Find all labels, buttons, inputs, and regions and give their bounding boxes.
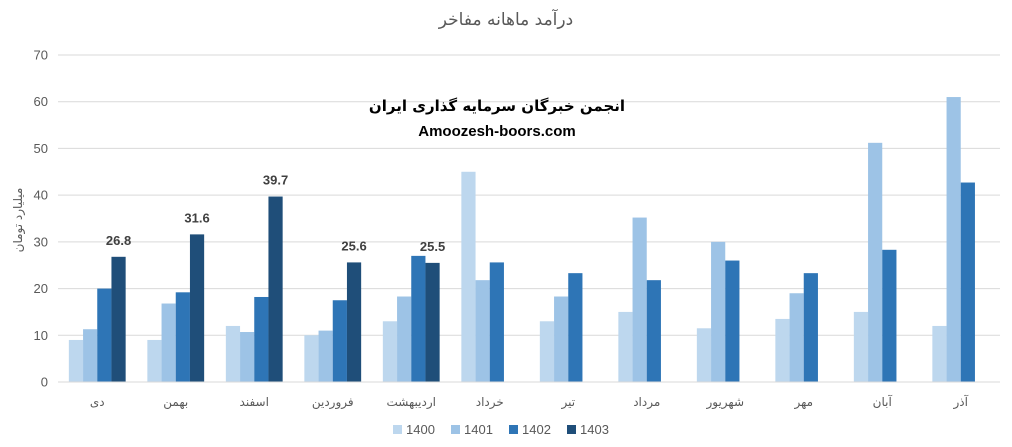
x-axis-categories: دی بهمن اسفند فروردین اردیبهشت خرداد تیر مرداد ش…	[90, 394, 969, 410]
legend: 1400 1401 1402 1403	[393, 422, 609, 437]
bar-1402	[568, 273, 583, 382]
bar-1400	[68, 339, 84, 382]
data-label: 25.5	[420, 239, 445, 254]
bar-1400	[225, 325, 241, 382]
x-category-label: فروردین	[312, 395, 354, 410]
bar-1401	[946, 97, 961, 383]
bar-1401	[318, 330, 333, 382]
data-label: 26.8	[106, 233, 131, 248]
x-category-label: خرداد	[476, 395, 504, 410]
y-tick-label: 40	[34, 188, 48, 203]
bar-1403	[111, 256, 126, 382]
data-label: 25.6	[341, 238, 366, 253]
data-label: 39.7	[263, 173, 288, 188]
data-labels: 26.8 31.6 39.7 25.6 25.5	[106, 173, 445, 254]
bar-1402	[175, 292, 190, 382]
x-category-label: دی	[90, 395, 105, 409]
bar-1403	[189, 234, 205, 382]
bar-1401	[397, 296, 412, 382]
bar-1401	[240, 332, 255, 382]
legend-label: 1400	[406, 422, 435, 437]
bar-1402	[882, 249, 897, 382]
bar-1402	[803, 273, 818, 382]
x-category-label: بهمن	[163, 395, 188, 410]
bar-1402	[411, 255, 426, 382]
gridlines	[58, 54, 1000, 336]
bar-1403	[425, 262, 440, 382]
bar-1400	[147, 339, 162, 382]
bar-1401	[868, 142, 883, 382]
data-label: 31.6	[184, 210, 209, 225]
legend-swatch-1401	[451, 425, 460, 434]
bar-1400	[304, 335, 319, 382]
bar-1403	[346, 262, 362, 382]
y-tick-label: 70	[34, 48, 48, 63]
bar-1400	[461, 171, 476, 382]
y-tick-label: 20	[34, 281, 48, 296]
bar-1401	[789, 293, 804, 382]
watermark-url: Amoozesh-boors.com	[418, 123, 576, 140]
bar-1402	[646, 280, 661, 382]
y-tick-label: 10	[34, 328, 48, 343]
legend-swatch-1403	[567, 425, 576, 434]
bar-1403	[268, 196, 283, 382]
bar-1400	[932, 325, 947, 382]
bar-1401	[711, 241, 726, 382]
legend-label: 1403	[580, 422, 609, 437]
legend-swatch-1400	[393, 425, 402, 434]
bar-1402	[489, 262, 504, 382]
x-category-label: تیر	[560, 395, 575, 410]
y-tick-label: 30	[34, 234, 48, 249]
bar-1401	[554, 296, 569, 382]
legend-label: 1401	[464, 422, 493, 437]
x-category-label: مرداد	[633, 395, 660, 410]
watermark-title: انجمن خبرگان سرمایه گذاری ایران	[369, 97, 625, 115]
legend-swatch-1402	[509, 425, 518, 434]
bar-1400	[382, 321, 398, 382]
bar-1401	[161, 303, 176, 382]
bar-1400	[696, 328, 712, 382]
bar-1402	[332, 300, 347, 382]
x-category-label: مهر	[793, 395, 813, 410]
y-axis-ticks: 0 10 20 30 40 50 60 70	[34, 48, 48, 390]
bar-1401	[475, 280, 490, 382]
y-tick-label: 0	[41, 375, 48, 390]
bar-1402	[254, 296, 269, 382]
legend-label: 1402	[522, 422, 551, 437]
y-tick-label: 50	[34, 141, 48, 156]
bar-1400	[853, 311, 869, 382]
x-category-label: شهریور	[705, 395, 744, 410]
bars	[68, 97, 975, 383]
x-category-label: آذر	[953, 394, 969, 410]
bar-1401	[83, 329, 98, 382]
x-category-label: آبان	[873, 394, 893, 409]
bar-1401	[632, 217, 647, 382]
bar-1400	[618, 311, 633, 382]
bar-1402	[725, 260, 740, 382]
chart-title: درآمد ماهانه مفاخر	[438, 8, 573, 30]
bar-1402	[960, 182, 975, 382]
y-axis-label: میلیارد تومان	[11, 188, 26, 253]
x-category-label: اردیبهشت	[387, 395, 436, 410]
y-tick-label: 60	[34, 94, 48, 109]
x-category-label: اسفند	[240, 395, 269, 409]
bar-1400	[775, 318, 790, 382]
bar-1402	[97, 288, 112, 382]
bar-1400	[539, 321, 555, 382]
